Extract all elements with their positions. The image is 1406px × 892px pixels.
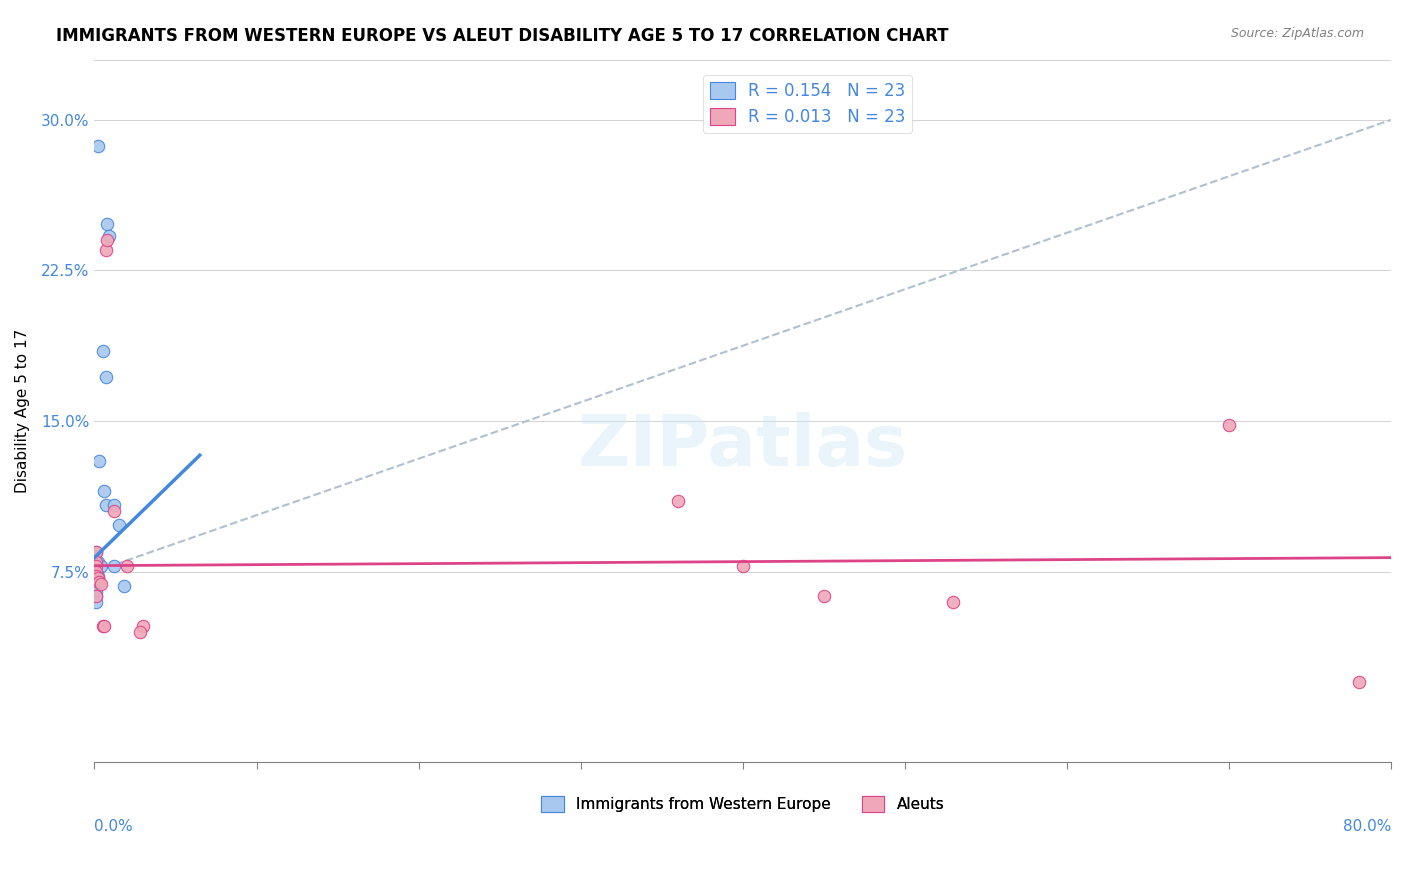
Point xyxy=(94,499,117,513)
Point xyxy=(86,568,108,582)
Text: 80.0%: 80.0% xyxy=(1343,819,1391,834)
Point xyxy=(1218,418,1240,433)
Point xyxy=(94,370,117,384)
Point xyxy=(93,619,115,633)
Point xyxy=(84,555,107,569)
Point xyxy=(84,558,107,573)
Point xyxy=(91,619,114,633)
Point xyxy=(103,558,125,573)
Point xyxy=(84,595,107,609)
Point xyxy=(813,589,835,603)
Point xyxy=(103,499,125,513)
Point xyxy=(90,576,112,591)
Legend: Immigrants from Western Europe, Aleuts: Immigrants from Western Europe, Aleuts xyxy=(534,789,950,818)
Point xyxy=(731,558,754,573)
Point xyxy=(1347,675,1369,690)
Point xyxy=(84,568,107,582)
Point xyxy=(112,579,135,593)
Point xyxy=(86,139,108,153)
Point xyxy=(84,589,107,603)
Point xyxy=(84,544,107,558)
Point xyxy=(107,518,129,533)
Text: Source: ZipAtlas.com: Source: ZipAtlas.com xyxy=(1230,27,1364,40)
Point xyxy=(94,244,117,258)
Point xyxy=(93,484,115,499)
Point xyxy=(103,504,125,518)
Point xyxy=(84,568,107,582)
Point xyxy=(86,555,108,569)
Point xyxy=(91,343,114,358)
Point xyxy=(942,595,965,609)
Point xyxy=(115,558,138,573)
Point xyxy=(96,217,118,231)
Point xyxy=(84,576,107,591)
Text: 0.0%: 0.0% xyxy=(94,819,134,834)
Point xyxy=(89,454,111,468)
Point xyxy=(84,573,107,587)
Text: ZIPatlas: ZIPatlas xyxy=(578,412,908,481)
Point xyxy=(132,619,155,633)
Point xyxy=(90,558,112,573)
Point xyxy=(84,565,107,579)
Point xyxy=(84,544,107,558)
Point xyxy=(86,571,108,585)
Point xyxy=(128,624,150,639)
Y-axis label: Disability Age 5 to 17: Disability Age 5 to 17 xyxy=(15,329,30,493)
Point xyxy=(84,589,107,603)
Point xyxy=(96,233,118,247)
Point xyxy=(89,574,111,589)
Point xyxy=(98,229,121,244)
Text: IMMIGRANTS FROM WESTERN EUROPE VS ALEUT DISABILITY AGE 5 TO 17 CORRELATION CHART: IMMIGRANTS FROM WESTERN EUROPE VS ALEUT … xyxy=(56,27,949,45)
Point xyxy=(84,584,107,599)
Point xyxy=(666,494,689,508)
Point xyxy=(84,565,107,579)
